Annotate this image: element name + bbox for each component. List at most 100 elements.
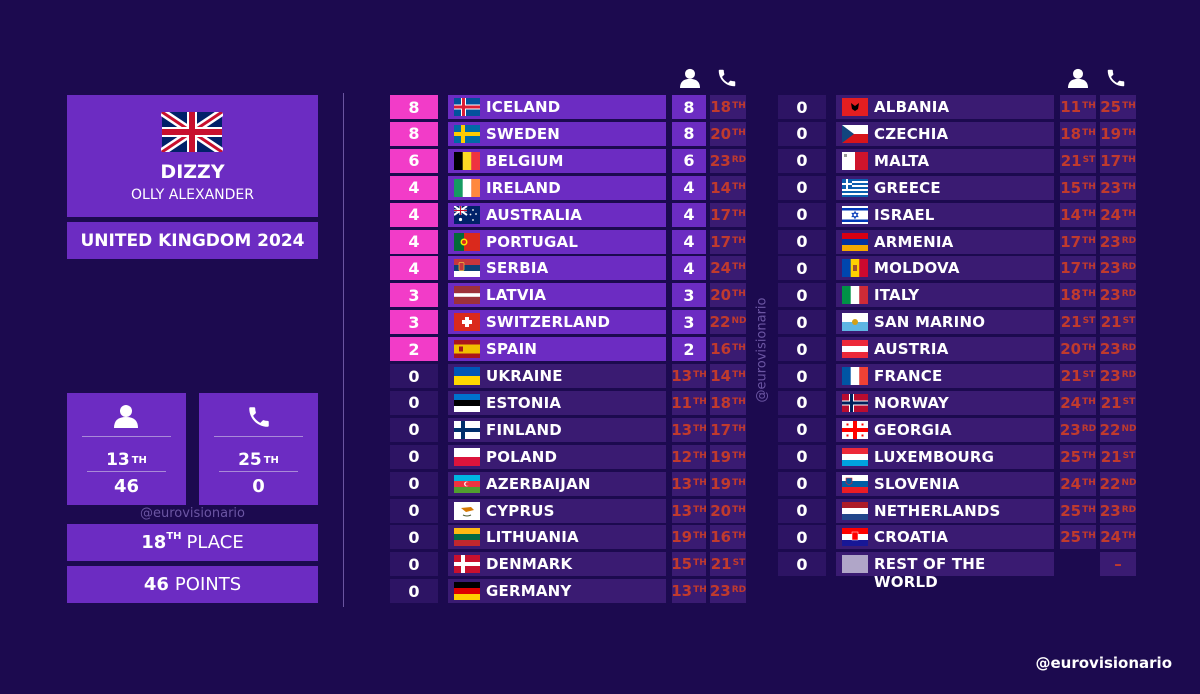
final-points: 46 POINTS: [67, 566, 318, 603]
jury-rank-cell: 21 ST: [1060, 310, 1096, 335]
points-cell: 0: [778, 525, 826, 550]
flag-icon: [454, 286, 480, 305]
televote-rank-cell: 17 TH: [1100, 148, 1136, 173]
country-name: IRELAND: [486, 178, 561, 197]
televote-rank-cell: 23 RD: [1100, 364, 1136, 388]
televote-rank-cell: –: [1100, 552, 1136, 577]
flag-icon: [454, 420, 480, 439]
country-name: AZERBAIJAN: [486, 474, 591, 493]
flag-icon: [842, 420, 868, 439]
jury-cell: 6: [672, 148, 706, 173]
flag-icon: [454, 98, 480, 116]
table-row: 4 PORTUGAL 4 17 TH: [0, 229, 1200, 254]
table-row: 0 MOLDOVA 17 TH 23 RD: [0, 256, 1200, 281]
table-row: 4 AUSTRALIA 4 17 TH: [0, 202, 1200, 227]
jury-cell: 3: [672, 283, 706, 308]
points-cell: 4: [390, 229, 438, 254]
flag-icon: [842, 151, 868, 170]
jury-rank-cell: 23 RD: [1060, 417, 1096, 442]
table-row: 0 ISRAEL 14 TH 24 TH: [0, 202, 1200, 227]
points-cell: 2: [390, 337, 438, 362]
country-cell: UKRAINE: [448, 364, 666, 388]
jury-rank-cell: 11 TH: [671, 390, 707, 415]
country-name: CYPRUS: [486, 501, 555, 520]
points-cell: 0: [390, 471, 438, 496]
panel-divider: [343, 93, 344, 607]
televote-rank-cell: 19 TH: [710, 444, 746, 469]
televote-rank-cell: 23 RD: [1100, 337, 1136, 362]
country-cell: LATVIA: [448, 283, 666, 308]
flag-icon: [454, 124, 480, 143]
country-cell: NORWAY: [836, 390, 1054, 415]
country-cell: MOLDOVA: [836, 256, 1054, 281]
televote-rank-cell: 14 TH: [710, 175, 746, 200]
country-cell: LITHUANIA: [448, 525, 666, 550]
televote-rank-cell: 23 RD: [710, 579, 746, 604]
country-name: REST OF THE WORLD: [874, 555, 986, 592]
table-row: 8 SWEDEN 8 20 TH: [0, 121, 1200, 146]
country-cell: ESTONIA: [448, 390, 666, 415]
song-title: DIZZY: [160, 161, 225, 183]
points-cell: 4: [390, 175, 438, 200]
country-cell: SERBIA: [448, 256, 666, 281]
televote-rank-cell: 17 TH: [710, 417, 746, 442]
country-cell: SPAIN: [448, 337, 666, 362]
points-cell: 0: [778, 148, 826, 173]
jury-rank-cell: 13 TH: [671, 364, 707, 388]
left-televote-phone-icon: [718, 69, 736, 87]
left-jury-person-icon: [680, 68, 700, 88]
country-name: SLOVENIA: [874, 474, 960, 493]
table-row: 0 LUXEMBOURG 25 TH 21 ST: [0, 444, 1200, 469]
jury-rank-cell: 15 TH: [1060, 175, 1096, 200]
table-row: 0 LITHUANIA 19 TH 16 TH: [0, 525, 1200, 550]
table-row: 0 AZERBAIJAN 13 TH 19 TH: [0, 471, 1200, 496]
televote-rank-cell: 21 ST: [1100, 310, 1136, 335]
country-cell: DENMARK: [448, 552, 666, 577]
televote-rank-cell: 17 TH: [710, 229, 746, 254]
jury-rank-cell: 13 TH: [671, 498, 707, 523]
flag-icon: [842, 286, 868, 305]
country-cell: ALBANIA: [836, 95, 1054, 119]
country-name: FRANCE: [874, 367, 943, 385]
jury-rank-cell: 13 TH: [671, 579, 707, 604]
table-row: 0 ESTONIA 11 TH 18 TH: [0, 390, 1200, 415]
flag-icon: [842, 98, 868, 116]
jury-rank-cell: 19 TH: [671, 525, 707, 550]
jury-rank-cell: 25 TH: [1060, 525, 1096, 550]
televote-rank-cell: 22 ND: [1100, 417, 1136, 442]
points-cell: 0: [778, 417, 826, 442]
flag-icon: [454, 340, 480, 359]
televote-rank-cell: 24 TH: [710, 256, 746, 281]
table-row: 3 LATVIA 3 20 TH: [0, 283, 1200, 308]
points-cell: 0: [778, 121, 826, 146]
points-cell: 8: [390, 121, 438, 146]
jury-rank-cell: 18 TH: [1060, 121, 1096, 146]
country-cell: MALTA: [836, 148, 1054, 173]
jury-cell: 2: [672, 337, 706, 362]
country-cell: ITALY: [836, 283, 1054, 308]
country-cell: PORTUGAL: [448, 229, 666, 254]
person-icon: [114, 405, 138, 428]
country-name: GERMANY: [486, 582, 572, 601]
televote-rank-cell: 19 TH: [710, 471, 746, 496]
country-cell: ICELAND: [448, 95, 666, 119]
final-place: 18 TH PLACE: [67, 524, 318, 561]
points-cell: 0: [778, 337, 826, 362]
points-cell: 0: [390, 364, 438, 388]
jury-rank-cell: 12 TH: [671, 444, 707, 469]
table-row: 0 SAN MARINO 21 ST 21 ST: [0, 310, 1200, 335]
televote-rank-cell: 19 TH: [1100, 121, 1136, 146]
flag-icon: [454, 447, 480, 466]
table-row: 0 REST OF THE WORLD –: [0, 552, 1200, 591]
country-cell: IRELAND: [448, 175, 666, 200]
points-cell: 0: [390, 444, 438, 469]
table-row: 8 ICELAND 8 18 TH: [0, 95, 1200, 119]
country-cell: ISRAEL: [836, 202, 1054, 227]
table-row: 0 FRANCE 21 ST 23 RD: [0, 364, 1200, 388]
country-name: NORWAY: [874, 393, 949, 412]
country-name: POLAND: [486, 447, 558, 466]
points-cell: 3: [390, 310, 438, 335]
country-name: SWEDEN: [486, 124, 561, 143]
televote-rank-cell: 24 TH: [1100, 202, 1136, 227]
televote-rank-cell: 23 RD: [1100, 256, 1136, 281]
